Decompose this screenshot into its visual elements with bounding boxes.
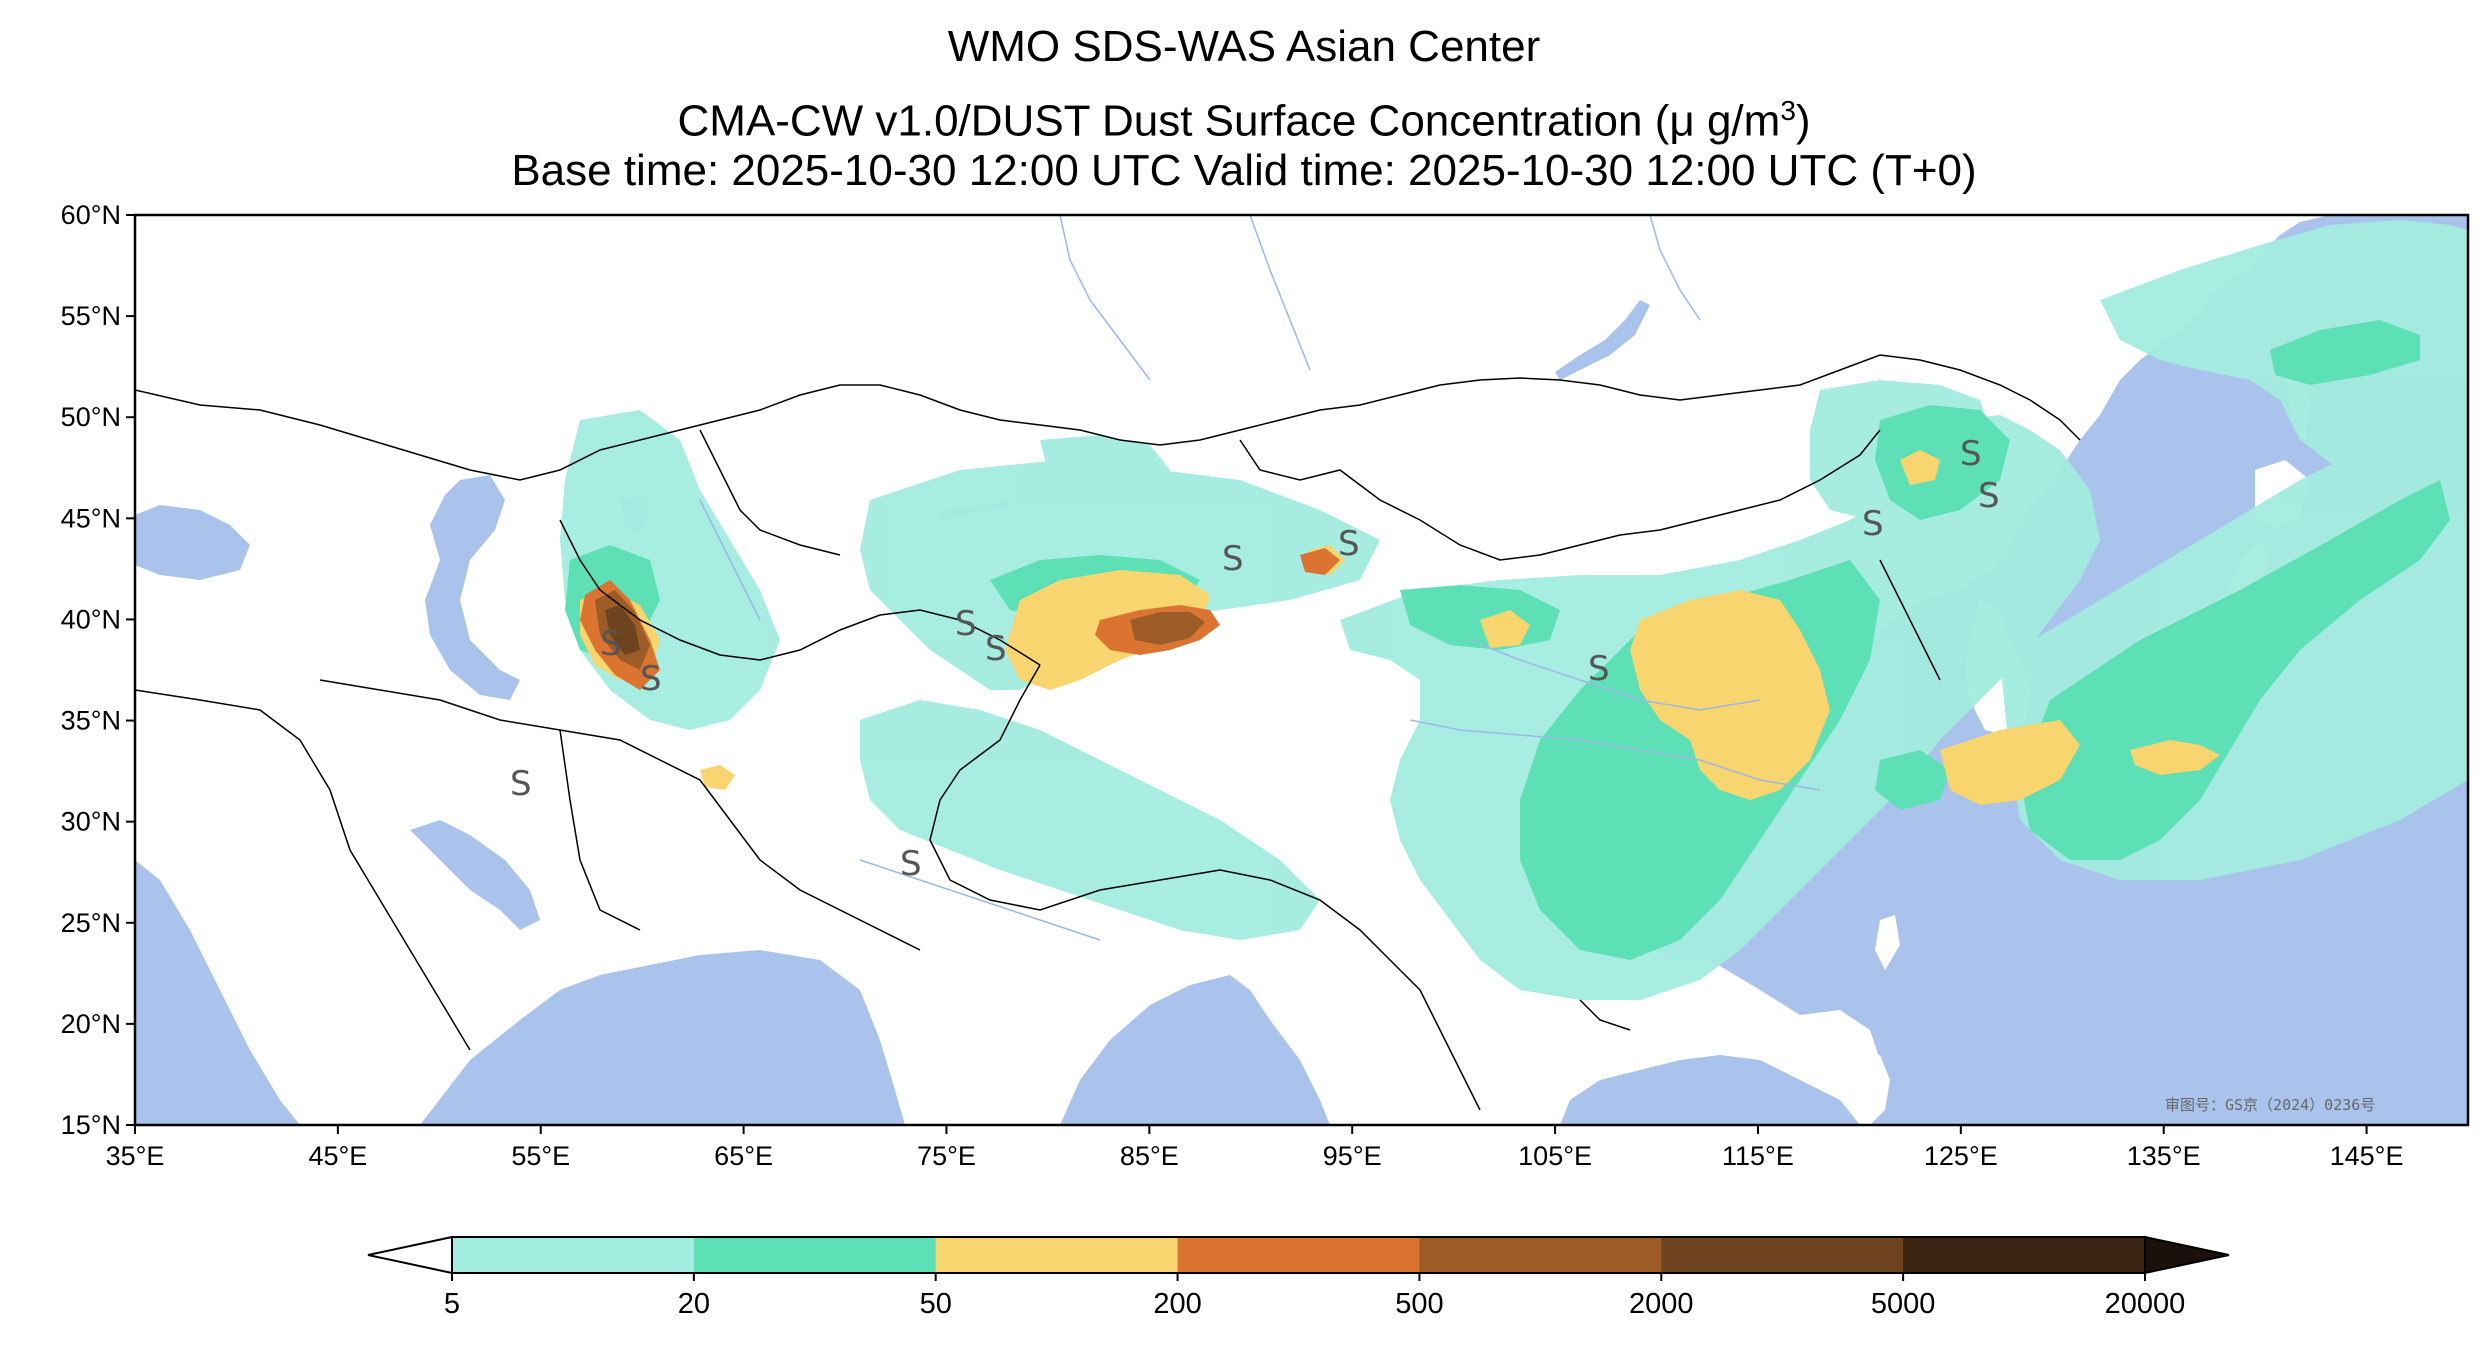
unit-label: μ g/m bbox=[1669, 96, 1781, 146]
dust-storm-symbols: S S S S S S S S S S S S bbox=[510, 434, 2000, 884]
colorbar-label: 50 bbox=[920, 1288, 952, 1320]
colorbar-label: 5 bbox=[444, 1288, 460, 1320]
bay-of-bengal bbox=[1060, 975, 1330, 1125]
hainan-land bbox=[1630, 1025, 1670, 1060]
dust-layer-2000 bbox=[605, 605, 640, 655]
lon-tick-label: 85°E bbox=[1120, 1141, 1179, 1171]
colorbar-label: 5000 bbox=[1871, 1288, 1936, 1320]
colorbar-frame bbox=[451, 1236, 2146, 1274]
colorbar-label: 500 bbox=[1395, 1288, 1443, 1320]
latitude-axis: 60°N 55°N 50°N 45°N 40°N 35°N 30°N 25°N 20°N 15°N bbox=[61, 200, 135, 1140]
lat-tick-label: 50°N bbox=[61, 402, 121, 432]
colorbar: 5 20 50 200 500 2000 5000 20000 bbox=[367, 1235, 2230, 1320]
taiwan-land bbox=[1875, 915, 1900, 970]
indian-ocean bbox=[420, 950, 905, 1125]
lon-tick-label: 145°E bbox=[2330, 1141, 2404, 1171]
colorbar-label: 2000 bbox=[1629, 1288, 1694, 1320]
title-line-3: Base time: 2025-10-30 12:00 UTC Valid ti… bbox=[511, 146, 1977, 195]
lon-tick-label: 35°E bbox=[106, 1141, 165, 1171]
lon-tick-label: 95°E bbox=[1323, 1141, 1382, 1171]
south-china-sea bbox=[1560, 1055, 1860, 1125]
colorbar-segment bbox=[1661, 1237, 1904, 1273]
lat-tick-label: 25°N bbox=[61, 908, 121, 938]
storm-symbol: S bbox=[955, 604, 977, 644]
caspian-sea bbox=[425, 475, 520, 700]
storm-symbol: S bbox=[1588, 649, 1610, 689]
storm-symbol: S bbox=[600, 624, 622, 664]
unit-superscript: 3 bbox=[1780, 95, 1796, 126]
persian-gulf bbox=[410, 820, 540, 930]
map-watermark: 审图号：GS京（2024）0236号 bbox=[2165, 1096, 2375, 1114]
colorbar-segment bbox=[693, 1237, 937, 1273]
lat-tick-label: 30°N bbox=[61, 807, 121, 837]
storm-symbol: S bbox=[640, 659, 662, 699]
lon-tick-label: 55°E bbox=[511, 1141, 570, 1171]
colorbar-label: 20 bbox=[678, 1288, 710, 1320]
storm-symbol: S bbox=[985, 629, 1007, 669]
colorbar-segment bbox=[1903, 1237, 2146, 1273]
lat-tick-label: 15°N bbox=[61, 1110, 121, 1140]
lat-tick-label: 55°N bbox=[61, 301, 121, 331]
red-sea bbox=[135, 860, 300, 1125]
lon-tick-label: 75°E bbox=[917, 1141, 976, 1171]
colorbar-segment bbox=[935, 1237, 1179, 1273]
lon-tick-label: 135°E bbox=[2127, 1141, 2201, 1171]
lon-tick-label: 125°E bbox=[1924, 1141, 1998, 1171]
colorbar-segment bbox=[1419, 1237, 1662, 1273]
lon-tick-label: 105°E bbox=[1518, 1141, 1592, 1171]
lon-tick-label: 115°E bbox=[1722, 1141, 1794, 1171]
storm-symbol: S bbox=[1222, 539, 1244, 579]
map-area: S S S S S S S S S S S S 审图号：GS京（2024）023… bbox=[135, 215, 2468, 1125]
borders bbox=[135, 354, 2081, 1111]
lat-tick-label: 45°N bbox=[61, 503, 121, 533]
lat-tick-label: 20°N bbox=[61, 1009, 121, 1039]
map-frame bbox=[133, 213, 2470, 1127]
longitude-axis: 35°E 45°E 55°E 65°E 75°E 85°E 95°E 105°E 115°E 12… bbox=[106, 1125, 2404, 1171]
black-sea bbox=[135, 505, 250, 580]
colorbar-segment bbox=[452, 1237, 695, 1273]
rivers bbox=[699, 215, 1821, 941]
storm-symbol: S bbox=[900, 844, 922, 884]
colorbar-segment bbox=[1177, 1237, 1420, 1273]
storm-symbol: S bbox=[1338, 524, 1360, 564]
lake-baikal bbox=[1555, 300, 1650, 380]
lat-tick-label: 40°N bbox=[61, 604, 121, 634]
storm-symbol: S bbox=[1978, 476, 2000, 516]
colorbar-label: 200 bbox=[1153, 1288, 1201, 1320]
colorbar-label: 20000 bbox=[2105, 1288, 2186, 1320]
storm-symbol: S bbox=[1862, 504, 1884, 544]
lon-tick-label: 65°E bbox=[714, 1141, 773, 1171]
colorbar-under-triangle bbox=[367, 1235, 453, 1275]
storm-symbol: S bbox=[510, 764, 532, 804]
philippines-land bbox=[1855, 1055, 1890, 1125]
lon-tick-label: 45°E bbox=[308, 1141, 367, 1171]
lat-tick-label: 35°N bbox=[61, 706, 121, 736]
title-line-2: CMA-CW v1.0/DUST Dust Surface Concentrat… bbox=[677, 95, 1811, 146]
lat-tick-label: 60°N bbox=[61, 200, 121, 230]
title-line-1: WMO SDS-WAS Asian Center bbox=[947, 22, 1541, 71]
colorbar-over-triangle bbox=[2144, 1235, 2230, 1275]
storm-symbol: S bbox=[1960, 434, 1982, 474]
